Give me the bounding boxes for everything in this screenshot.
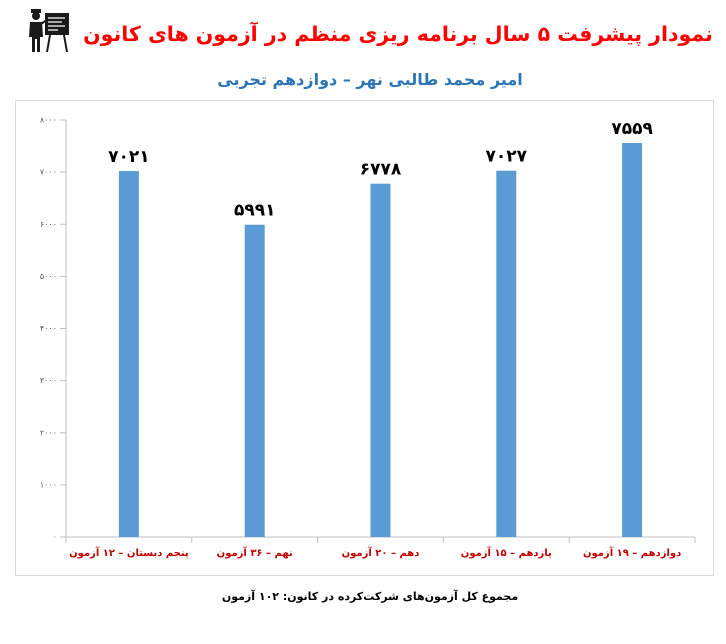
y-axis-tick-label: ۸۰۰۰ (40, 116, 57, 125)
x-axis-category-label: دهم – ۲۰ آزمون (342, 546, 420, 559)
chart-note: مجموع کل آزمون‌های شرکت‌کرده در کانون: ۱… (221, 590, 519, 603)
bar (244, 224, 265, 537)
x-axis-category-label: نهم – ۳۶ آزمون (217, 546, 293, 559)
bar (496, 170, 517, 537)
logo-person-arm (40, 18, 49, 25)
bar-value-label: ۶۷۷۸ (360, 160, 402, 180)
bar (118, 171, 139, 537)
bar-chart: ۰ ۱۰۰۰ ۲۰۰۰ ۳۰۰۰ ۴۰۰۰ ۵۰۰۰ ۶۰۰۰ ۷۰۰۰ ۸۰۰۰ ۷۰۲۱ پنج… (40, 116, 696, 559)
y-axis-tick-label: ۴۰۰۰ (40, 324, 57, 333)
chart-title: نمودار پیشرفت ۵ سال برنامه ریزی منظم در … (83, 22, 713, 46)
y-axis-tick-label: ۶۰۰۰ (40, 220, 57, 229)
logo-person (29, 9, 49, 52)
logo-person-head (32, 12, 40, 20)
bar-value-label: ۷۵۵۹ (611, 119, 653, 139)
bar-value-label: ۵۹۹۱ (234, 201, 276, 221)
teacher-at-board-logo-icon (29, 9, 69, 53)
logo-person-body (29, 22, 43, 52)
logo-board-panel (45, 13, 69, 35)
bar-value-label: ۷۰۲۷ (486, 147, 528, 167)
logo-board (45, 13, 69, 53)
y-axis-tick-label: ۱۰۰۰ (40, 480, 57, 489)
bar (622, 142, 643, 537)
bar-value-label: ۷۰۲۱ (108, 147, 150, 167)
bar (370, 183, 391, 537)
y-axis-tick-label: ۲۰۰۰ (40, 428, 57, 437)
chart-frame (15, 100, 714, 576)
y-axis-tick-label: ۵۰۰۰ (40, 272, 57, 281)
logo-board-legs (46, 34, 68, 53)
x-axis-category-label: دوازدهم – ۱۹ آزمون (583, 546, 681, 559)
chart-subtitle: امیر محمد طالبی نهر – دوازدهم تجربی (217, 70, 523, 89)
logo-person-hat (31, 9, 41, 13)
y-axis-tick-label: ۳۰۰۰ (40, 376, 57, 385)
y-axis-tick-label: ۷۰۰۰ (40, 168, 57, 177)
y-axis-tick-label: ۰ (53, 533, 57, 542)
x-axis-category-label: یازدهم – ۱۵ آزمون (461, 546, 552, 559)
x-axis-category-label: پنجم دبستان – ۱۲ آزمون (69, 546, 189, 559)
logo-board-writing (48, 17, 65, 31)
